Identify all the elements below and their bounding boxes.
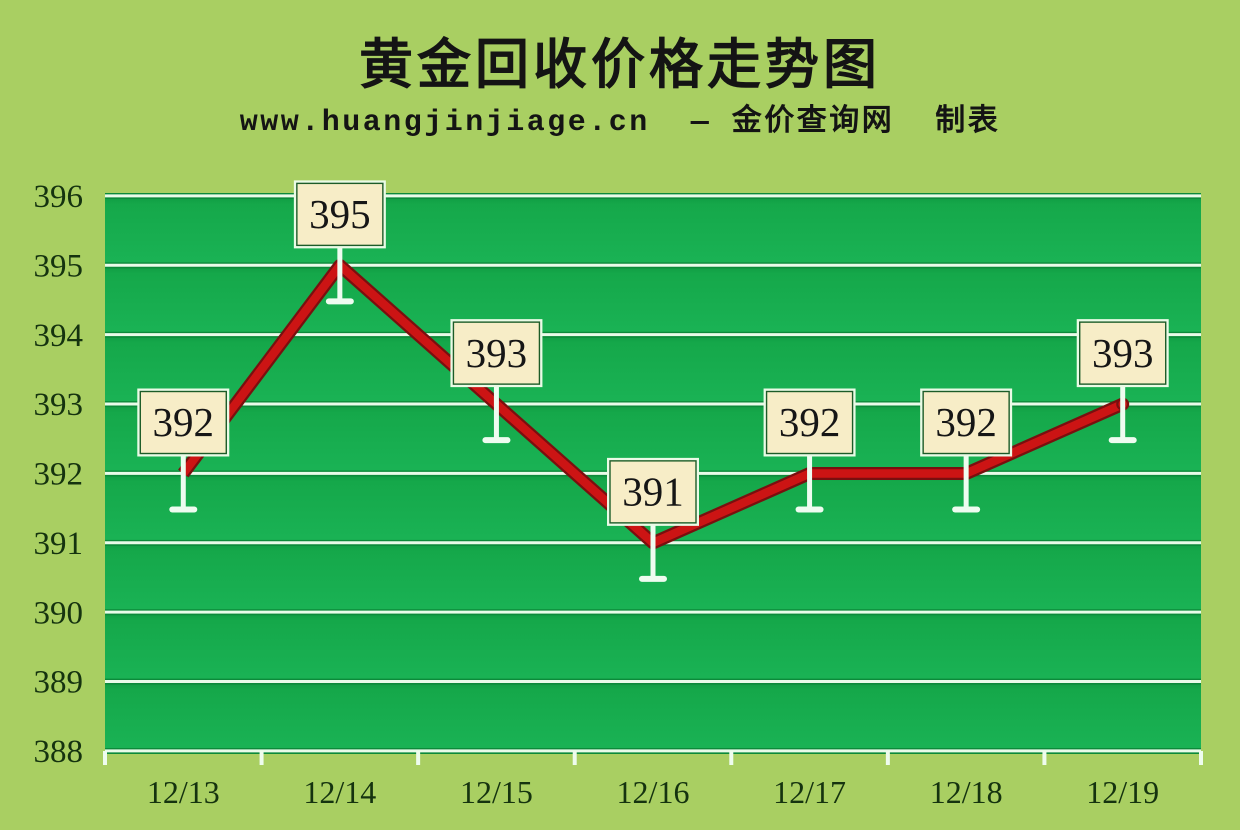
svg-text:389: 389 bbox=[34, 665, 84, 701]
svg-text:391: 391 bbox=[622, 469, 684, 515]
svg-text:393: 393 bbox=[1092, 330, 1154, 376]
svg-text:12/18: 12/18 bbox=[930, 774, 1003, 810]
svg-text:12/19: 12/19 bbox=[1086, 774, 1159, 810]
svg-text:396: 396 bbox=[34, 179, 84, 215]
svg-text:12/15: 12/15 bbox=[460, 774, 533, 810]
svg-text:392: 392 bbox=[153, 399, 215, 445]
svg-text:388: 388 bbox=[34, 734, 84, 770]
svg-text:12/16: 12/16 bbox=[617, 774, 690, 810]
svg-text:392: 392 bbox=[34, 457, 84, 493]
svg-text:392: 392 bbox=[779, 399, 841, 445]
svg-text:393: 393 bbox=[34, 387, 84, 423]
svg-text:12/14: 12/14 bbox=[303, 774, 376, 810]
svg-text:12/13: 12/13 bbox=[147, 774, 220, 810]
svg-text:391: 391 bbox=[34, 526, 84, 562]
svg-text:12/17: 12/17 bbox=[773, 774, 846, 810]
svg-text:395: 395 bbox=[309, 191, 371, 237]
svg-text:394: 394 bbox=[34, 318, 84, 354]
svg-text:393: 393 bbox=[466, 330, 528, 376]
svg-text:392: 392 bbox=[935, 399, 997, 445]
svg-text:390: 390 bbox=[34, 595, 84, 631]
svg-text:395: 395 bbox=[34, 248, 84, 284]
